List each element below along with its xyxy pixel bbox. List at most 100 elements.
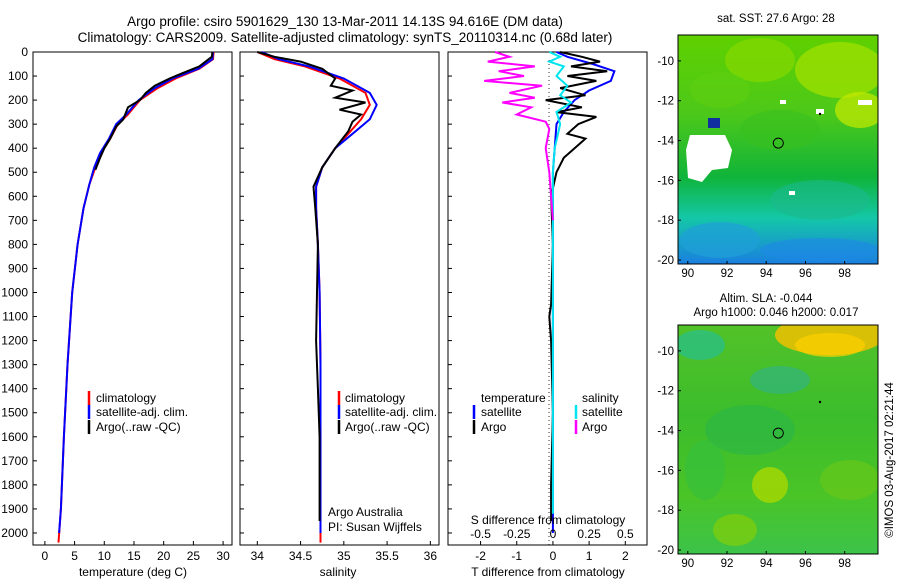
- series-line-climatology: [57, 51, 215, 543]
- map-y-tick-label: -10: [657, 346, 674, 358]
- temperature-x-ticks: 0 5 10 15 20 25 30: [42, 541, 230, 563]
- sla-map-title-line2: Argo h1000: 0.046 h2000: 0.017: [694, 307, 859, 319]
- credit-argo-australia: Argo Australia: [328, 505, 403, 519]
- sst-map-frame: [677, 34, 879, 265]
- nearby-float-marker: [818, 400, 822, 404]
- difference-axes-frame: [447, 51, 648, 546]
- series-line-s-satellite: [546, 51, 573, 514]
- legend-label-satellite: satellite-adj. clim.: [345, 405, 437, 419]
- sst-map-y-ticks: -10 -12 -14 -16 -18 -20: [657, 56, 681, 267]
- map-y-tick-label: -10: [657, 56, 674, 68]
- map-y-tick-label: -18: [657, 505, 674, 517]
- figure-title-line1: Argo profile: csiro 5901629_130 13-Mar-2…: [127, 14, 563, 29]
- difference-series: [484, 51, 616, 533]
- legend-label-climatology: climatology: [345, 391, 405, 405]
- x-tick-label: 2: [622, 549, 629, 563]
- salinity-axes-frame: [239, 51, 440, 546]
- depth-tick-label: 200: [8, 93, 28, 107]
- series-line-argo-raw-qc-: [94, 51, 214, 171]
- depth-tick-label: 400: [8, 141, 28, 155]
- depth-tick-label: 1300: [1, 358, 28, 372]
- sla-map-title-line1: Altim. SLA: -0.044: [720, 293, 813, 305]
- map-y-tick-label: -12: [657, 96, 674, 108]
- series-line-s-argo: [484, 51, 554, 221]
- map-x-tick-label: 92: [721, 268, 734, 280]
- difference-xlabel-top: S difference from climatology: [471, 513, 626, 527]
- difference-top-ticks: -0.5 -0.25 0 0.25 0.5: [470, 527, 634, 541]
- series-line-climatology: [256, 51, 371, 543]
- x-tick-label: -2: [475, 549, 486, 563]
- series-line-t-satellite: [551, 51, 616, 533]
- legend-label-argo: Argo(..raw -QC): [96, 420, 181, 434]
- depth-tick-label: 1000: [1, 285, 28, 299]
- depth-tick-label: 1200: [1, 334, 28, 348]
- salinity-x-ticks: 34 34.5 35 35.5 36: [251, 541, 437, 563]
- map-x-tick-label: 92: [721, 558, 734, 570]
- temperature-panel: 0 5 10 15 20 25 30 temperature (deg C) climato…: [32, 51, 233, 579]
- depth-tick-label: 500: [8, 165, 28, 179]
- legend-label-s-satellite: satellite: [582, 405, 623, 419]
- series-line-satellite-adj-clim-: [58, 51, 214, 534]
- sst-missing-data-patch: [686, 135, 732, 182]
- top-tick-label: 0.5: [617, 527, 634, 541]
- map-y-tick-label: -16: [657, 175, 674, 187]
- x-tick-label: 30: [216, 549, 230, 563]
- depth-tick-label: 100: [8, 69, 28, 83]
- x-tick-label: 34: [251, 549, 265, 563]
- x-tick-label: 20: [157, 549, 171, 563]
- sst-map: sat. SST: 27.6 Argo: 28 90 92 94 96 98 -10-1…: [657, 13, 879, 280]
- depth-tick-label: 1900: [1, 502, 28, 516]
- sla-map-frame: [677, 324, 879, 555]
- legend-label-t-argo: Argo: [481, 420, 507, 434]
- sst-map-x-ticks: 90 92 94 96 98: [681, 261, 851, 280]
- temperature-xlabel: temperature (deg C): [79, 565, 187, 579]
- depth-tick-label: 1400: [1, 382, 28, 396]
- map-y-tick-label: -18: [657, 215, 674, 227]
- difference-xlabel: T difference from climatology: [471, 565, 625, 579]
- depth-tick-label: 2000: [1, 526, 28, 540]
- depth-tick-label: 1600: [1, 430, 28, 444]
- top-tick-label: -0.25: [503, 527, 531, 541]
- top-tick-label: 0: [550, 527, 557, 541]
- nearby-float-marker: [818, 112, 822, 116]
- map-x-tick-label: 94: [760, 558, 773, 570]
- x-tick-label: 35: [337, 549, 351, 563]
- argo-position-marker: [772, 137, 784, 149]
- depth-tick-label: 600: [8, 189, 28, 203]
- salinity-legend: climatology satellite-adj. clim. Argo(..…: [337, 391, 437, 434]
- map-x-tick-label: 90: [681, 558, 694, 570]
- map-x-tick-label: 90: [681, 268, 694, 280]
- series-line-t-argo: [545, 51, 608, 521]
- legend-label-t-satellite: satellite: [481, 405, 522, 419]
- map-y-tick-label: -14: [657, 136, 674, 148]
- depth-tick-label: 1700: [1, 454, 28, 468]
- x-tick-label: 5: [71, 549, 78, 563]
- salinity-series: [256, 51, 378, 543]
- legend-label-s-argo: Argo: [582, 420, 608, 434]
- x-tick-label: 15: [127, 549, 141, 563]
- temperature-legend: climatology satellite-adj. clim. Argo(..…: [87, 391, 188, 434]
- depth-tick-label: 700: [8, 213, 28, 227]
- x-tick-label: 10: [98, 549, 112, 563]
- sla-map-y-ticks: -10 -12 -14 -16 -18 -20: [657, 346, 681, 557]
- legend-title-salinity: salinity: [582, 391, 619, 405]
- sst-map-title: sat. SST: 27.6 Argo: 28: [717, 13, 835, 25]
- x-tick-label: 34.5: [289, 549, 313, 563]
- map-x-tick-label: 98: [838, 268, 851, 280]
- depth-tick-label: 1800: [1, 478, 28, 492]
- salinity-xlabel: salinity: [320, 565, 357, 579]
- legend-label-satellite: satellite-adj. clim.: [96, 405, 188, 419]
- legend-label-climatology: climatology: [96, 391, 156, 405]
- sla-map-x-ticks: 90 92 94 96 98: [681, 551, 851, 570]
- map-x-tick-label: 96: [799, 558, 812, 570]
- x-tick-label: -1: [511, 549, 522, 563]
- credit-pi-name: PI: Susan Wijffels: [328, 520, 422, 534]
- map-y-tick-label: -14: [657, 426, 674, 438]
- x-tick-label: 0: [42, 549, 49, 563]
- map-x-tick-label: 96: [799, 268, 812, 280]
- depth-tick-label: 300: [8, 117, 28, 131]
- difference-legend: temperature salinity satellite Argo sate…: [472, 391, 623, 434]
- legend-title-temperature: temperature: [481, 391, 546, 405]
- series-line-argo-raw-qc-: [257, 51, 366, 521]
